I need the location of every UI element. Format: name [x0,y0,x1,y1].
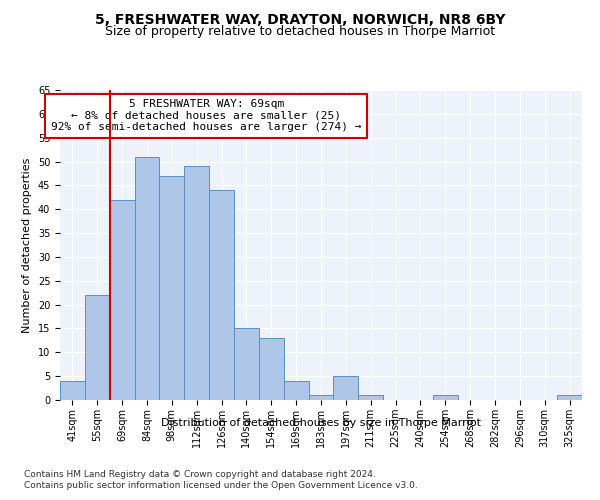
Bar [234,328,259,400]
Text: Contains HM Land Registry data © Crown copyright and database right 2024.: Contains HM Land Registry data © Crown c… [24,470,376,479]
Bar [134,157,160,400]
Bar [308,395,334,400]
Y-axis label: Number of detached properties: Number of detached properties [22,158,32,332]
Text: 5 FRESHWATER WAY: 69sqm
← 8% of detached houses are smaller (25)
92% of semi-det: 5 FRESHWATER WAY: 69sqm ← 8% of detached… [51,100,361,132]
Bar [110,200,134,400]
Bar [358,395,383,400]
Bar [259,338,284,400]
Bar [60,381,85,400]
Bar [209,190,234,400]
Bar [184,166,209,400]
Bar [557,395,582,400]
Bar [334,376,358,400]
Text: 5, FRESHWATER WAY, DRAYTON, NORWICH, NR8 6BY: 5, FRESHWATER WAY, DRAYTON, NORWICH, NR8… [95,12,505,26]
Text: Contains public sector information licensed under the Open Government Licence v3: Contains public sector information licen… [24,481,418,490]
Bar [85,295,110,400]
Text: Distribution of detached houses by size in Thorpe Marriot: Distribution of detached houses by size … [161,418,481,428]
Text: Size of property relative to detached houses in Thorpe Marriot: Size of property relative to detached ho… [105,25,495,38]
Bar [284,381,308,400]
Bar [433,395,458,400]
Bar [160,176,184,400]
